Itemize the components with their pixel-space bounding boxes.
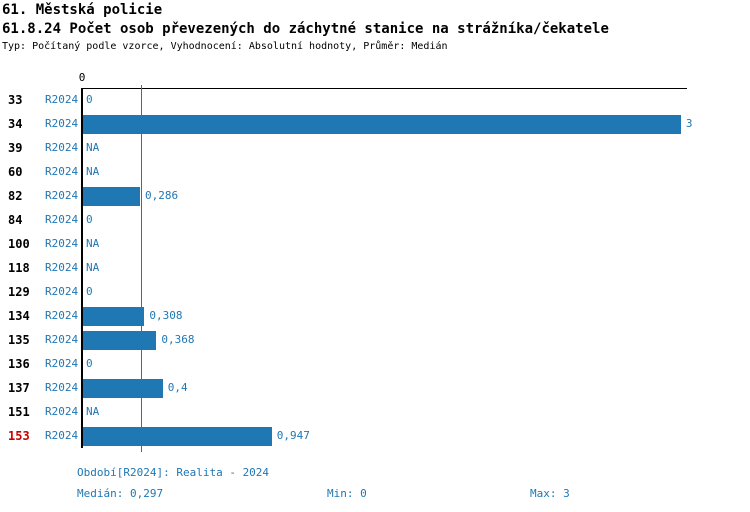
row-period-label: R2024: [45, 93, 79, 106]
row-id-label: 153: [8, 429, 30, 443]
row-id-label: 151: [8, 405, 30, 419]
row-value-label: 0,368: [161, 333, 195, 346]
row-period-label: R2024: [45, 141, 79, 154]
y-axis-zero-line: [81, 88, 83, 448]
row-value-label: NA: [86, 141, 100, 154]
chart-row: 82 R2024 0,286: [0, 184, 750, 208]
row-period-label: R2024: [45, 333, 79, 346]
row-id-label: 137: [8, 381, 30, 395]
bar: [83, 306, 145, 326]
chart-row: 153 R2024 0,947: [0, 424, 750, 448]
row-period-label: R2024: [45, 309, 79, 322]
legend-period: Období[R2024]: Realita - 2024: [77, 466, 270, 479]
row-period-label: R2024: [45, 165, 79, 178]
chart-row: 33 R2024 0: [0, 88, 750, 112]
row-value-label: 0: [86, 357, 93, 370]
chart-row: 151 R2024 NA: [0, 400, 750, 424]
chart-row: 134 R2024 0,308: [0, 304, 750, 328]
row-period-label: R2024: [45, 429, 79, 442]
row-id-label: 134: [8, 309, 30, 323]
row-period-label: R2024: [45, 189, 79, 202]
chart-row: 60 R2024 NA: [0, 160, 750, 184]
chart-row: 129 R2024 0: [0, 280, 750, 304]
row-id-label: 60: [8, 165, 23, 179]
chart-row: 34 R2024 3: [0, 112, 750, 136]
row-value-label: NA: [86, 165, 100, 178]
row-value-label: NA: [86, 405, 100, 418]
bar: [83, 330, 157, 350]
chart-row: 135 R2024 0,368: [0, 328, 750, 352]
row-value-label: 0,4: [167, 381, 188, 394]
row-value-label: 0: [86, 213, 93, 226]
stat-max: Max: 3: [530, 487, 570, 500]
row-period-label: R2024: [45, 117, 79, 130]
stat-min: Min: 0: [327, 487, 367, 500]
chart-row: 84 R2024 0: [0, 208, 750, 232]
chart-row: 100 R2024 NA: [0, 232, 750, 256]
row-id-label: 118: [8, 261, 30, 275]
chart-row: 137 R2024 0,4: [0, 376, 750, 400]
row-period-label: R2024: [45, 381, 79, 394]
row-id-label: 33: [8, 93, 23, 107]
stat-median: Medián: 0,297: [77, 487, 164, 500]
row-value-label: 3: [685, 117, 693, 130]
median-reference-line: [140, 85, 142, 452]
row-value-label: NA: [86, 237, 100, 250]
row-id-label: 100: [8, 237, 30, 251]
row-id-label: 39: [8, 141, 23, 155]
row-value-label: 0,947: [276, 429, 310, 442]
chart-row: 118 R2024 NA: [0, 256, 750, 280]
row-period-label: R2024: [45, 261, 79, 274]
x-axis-line: [81, 88, 687, 89]
row-id-label: 34: [8, 117, 23, 131]
row-period-label: R2024: [45, 213, 79, 226]
row-id-label: 84: [8, 213, 23, 227]
bar: [83, 378, 163, 398]
row-id-label: 136: [8, 357, 30, 371]
row-value-label: NA: [86, 261, 100, 274]
row-value-label: 0,308: [149, 309, 183, 322]
chart-row: 136 R2024 0: [0, 352, 750, 376]
chart-meta-line: Typ: Počítaný podle vzorce, Vyhodnocení:…: [2, 41, 448, 52]
row-id-label: 129: [8, 285, 30, 299]
row-period-label: R2024: [45, 237, 79, 250]
row-period-label: R2024: [45, 357, 79, 370]
chart-subtitle: 61.8.24 Počet osob převezených do záchyt…: [2, 21, 609, 37]
bar: [83, 186, 140, 206]
row-value-label: 0,286: [144, 189, 179, 202]
row-value-label: 0: [86, 93, 93, 106]
row-id-label: 82: [8, 189, 23, 203]
chart-row: 39 R2024 NA: [0, 136, 750, 160]
row-period-label: R2024: [45, 285, 79, 298]
bar: [83, 114, 681, 134]
row-period-label: R2024: [45, 405, 79, 418]
row-value-label: 0: [86, 285, 93, 298]
x-axis-tick-label: 0: [78, 71, 86, 84]
bar: [83, 426, 272, 446]
page-title: 61. Městská policie: [2, 2, 163, 18]
row-id-label: 135: [8, 333, 30, 347]
